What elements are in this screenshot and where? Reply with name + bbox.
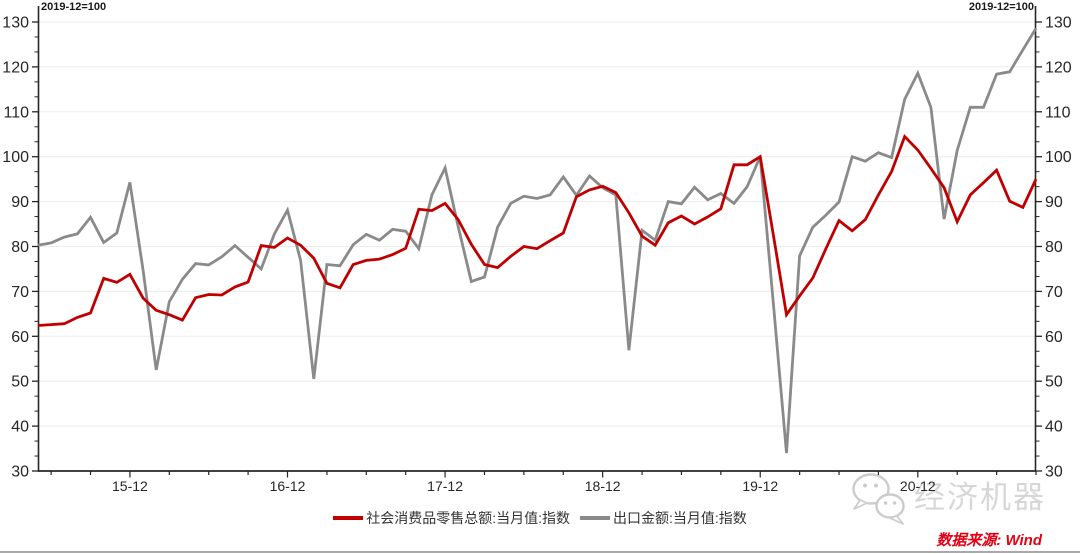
svg-text:90: 90 (11, 194, 29, 211)
legend-item-retail: 社会消费品零售总额:当月值:指数 (333, 508, 570, 528)
svg-text:90: 90 (1045, 194, 1063, 211)
svg-text:50: 50 (11, 374, 29, 391)
svg-text:110: 110 (3, 104, 29, 121)
retail-line-swatch (333, 516, 364, 520)
svg-text:120: 120 (2, 59, 29, 76)
bottom-divider (0, 551, 1080, 553)
watermark: 经济机器 (848, 472, 1046, 526)
svg-text:80: 80 (1045, 239, 1063, 256)
chart-legend: 社会消费品零售总额:当月值:指数 出口金额:当月值:指数 (0, 506, 1080, 530)
wechat-bubbles-icon (852, 473, 905, 525)
watermark-text: 经济机器 (914, 480, 1046, 515)
svg-text:60: 60 (11, 329, 29, 346)
svg-text:70: 70 (11, 284, 29, 301)
svg-text:120: 120 (1045, 59, 1072, 76)
index-base-note-left: 2019-12=100 (41, 1, 107, 13)
index-base-note-right: 2019-12=100 (968, 1, 1034, 13)
svg-text:50: 50 (1045, 374, 1063, 391)
svg-text:30: 30 (11, 464, 29, 481)
svg-text:18-12: 18-12 (585, 478, 621, 494)
svg-text:70: 70 (1045, 284, 1063, 301)
legend-item-export: 出口金额:当月值:指数 (580, 508, 747, 528)
svg-text:130: 130 (1045, 15, 1072, 32)
svg-text:30: 30 (1045, 464, 1063, 481)
svg-text:60: 60 (1045, 329, 1063, 346)
svg-text:110: 110 (1045, 104, 1071, 121)
svg-text:40: 40 (1045, 419, 1063, 436)
svg-text:40: 40 (11, 419, 29, 436)
svg-text:16-12: 16-12 (270, 478, 306, 494)
legend-label-export: 出口金额:当月值:指数 (613, 510, 747, 526)
svg-text:100: 100 (1045, 149, 1072, 166)
svg-text:20-12: 20-12 (900, 478, 936, 494)
svg-text:80: 80 (11, 239, 29, 256)
legend-label-retail: 社会消费品零售总额:当月值:指数 (366, 510, 570, 526)
svg-text:100: 100 (2, 149, 29, 166)
svg-text:19-12: 19-12 (742, 478, 778, 494)
export-line-swatch (580, 516, 610, 520)
data-source-note: 数据来源: Wind (936, 532, 1042, 549)
svg-text:15-12: 15-12 (112, 478, 148, 494)
svg-text:17-12: 17-12 (427, 478, 463, 494)
svg-text:130: 130 (2, 15, 29, 32)
